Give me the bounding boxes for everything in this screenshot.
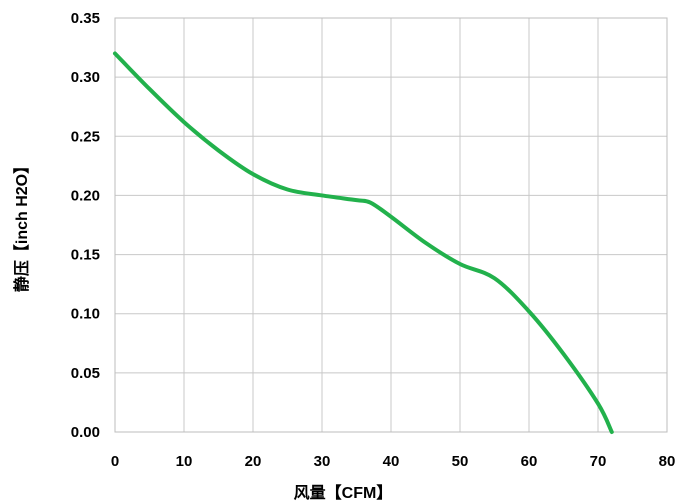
x-axis-label: 风量【CFM】: [294, 484, 393, 502]
y-tick-label: 0.05: [71, 365, 100, 382]
x-tick-label: 50: [452, 453, 469, 470]
x-tick-label: 30: [314, 453, 331, 470]
x-tick-label: 70: [590, 453, 607, 470]
y-tick-label: 0.25: [71, 128, 100, 145]
y-tick-label: 0.15: [71, 247, 100, 264]
x-tick-label: 20: [245, 453, 262, 470]
y-tick-label: 0.00: [71, 424, 100, 441]
x-tick-label: 10: [176, 453, 193, 470]
y-tick-label: 0.30: [71, 69, 100, 86]
series-layer: [113, 51, 614, 434]
x-tick-label: 80: [659, 453, 676, 470]
x-tick-label: 0: [111, 453, 119, 470]
y-tick-label: 0.10: [71, 306, 100, 323]
y-tick-label: 0.35: [71, 10, 100, 27]
x-tick-label: 40: [383, 453, 400, 470]
y-axis-label: 静压【inch H2O】: [12, 158, 31, 292]
x-tick-label: 60: [521, 453, 538, 470]
series-line: [113, 51, 614, 434]
plot-border: [114, 17, 668, 433]
y-tick-label: 0.20: [71, 187, 100, 204]
tick-labels: 0 10 20 30 40 50 60 70 80 0.00 0.05 0.10 0.15 0.20 0.2…: [71, 10, 676, 470]
